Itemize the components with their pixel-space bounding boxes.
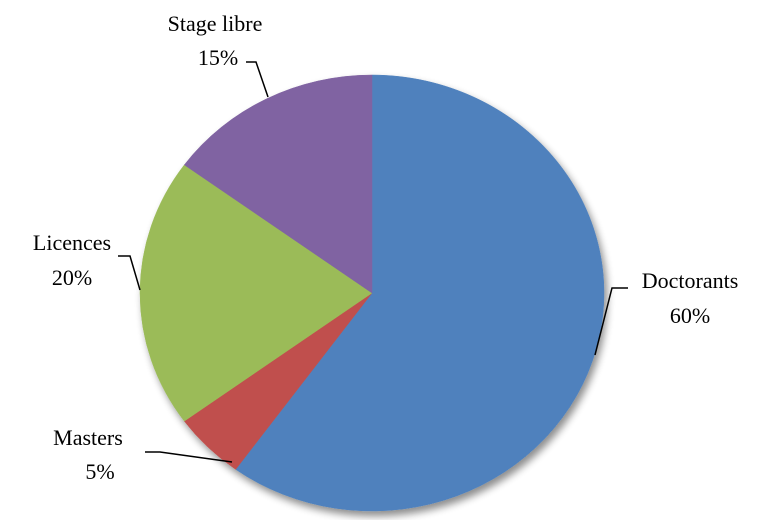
- leader-line: [145, 451, 233, 463]
- leader-line: [246, 61, 269, 98]
- slice-label: Masters: [53, 425, 123, 450]
- slice-value-label: 60%: [670, 303, 710, 328]
- slice-label: Licences: [33, 230, 111, 255]
- pie-slice: [139, 164, 373, 422]
- pie-slice: [235, 74, 605, 512]
- slice-value-label: 20%: [52, 265, 92, 290]
- leader-line: [594, 287, 628, 356]
- slice-label: Doctorants: [642, 268, 739, 293]
- leader-line: [118, 255, 141, 291]
- slice-value-label: 15%: [198, 45, 238, 70]
- pie-slice: [183, 74, 373, 294]
- pie: [139, 74, 605, 512]
- slice-value-label: 5%: [85, 459, 114, 484]
- slice-label: Stage libre: [168, 11, 263, 36]
